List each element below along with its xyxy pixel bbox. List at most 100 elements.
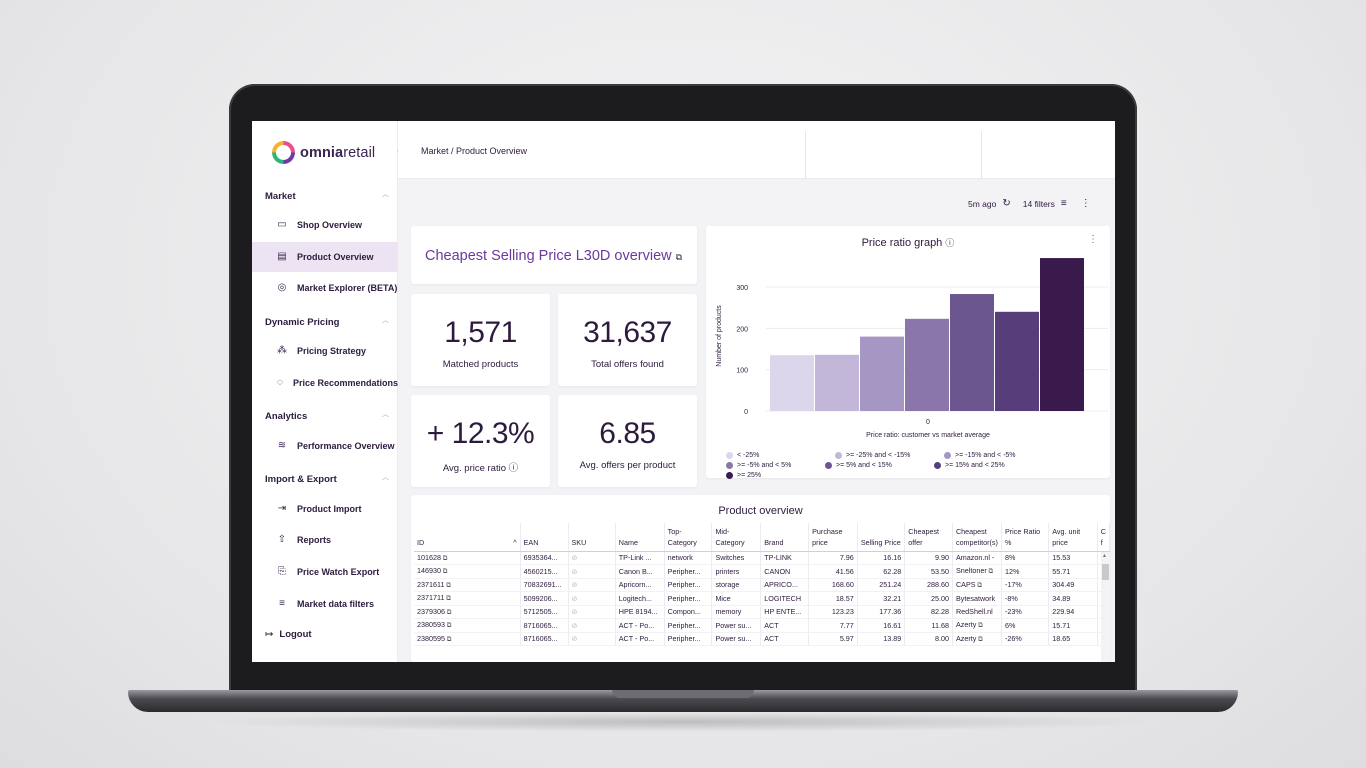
table-row[interactable]: 146930 ⧉ 4560215... ⊘ Canon B... Peripher...…: [414, 564, 1110, 579]
chart-bar[interactable]: [950, 294, 994, 411]
external-link-icon[interactable]: ⧉: [675, 252, 683, 262]
column-header-label: EAN: [523, 537, 539, 547]
cell-value: Compon...: [667, 607, 701, 617]
logout-label: Logout: [279, 629, 312, 640]
column-header[interactable]: Purchase price: [808, 523, 858, 552]
chart-bar[interactable]: [1040, 258, 1084, 411]
legend-item[interactable]: >= 5% and < 15%: [825, 462, 920, 469]
external-link-icon[interactable]: ⧉: [440, 554, 448, 562]
chart-bar[interactable]: [770, 355, 814, 411]
external-link-icon[interactable]: ⧉: [976, 622, 983, 630]
legend-item[interactable]: >= -15% and < -5%: [944, 452, 1039, 459]
logout-button[interactable]: ↦ Logout: [265, 629, 312, 640]
filters-count[interactable]: 14 filters: [1022, 198, 1055, 209]
chevron-up-icon[interactable]: ︿: [382, 191, 389, 198]
more-menu-icon[interactable]: ⋮: [1088, 234, 1098, 245]
chart-bar[interactable]: [905, 318, 949, 411]
table-cell: network: [664, 551, 713, 565]
column-header[interactable]: Mid-Category: [711, 523, 762, 552]
table-row[interactable]: 2371711 ⧉ 5099206... ⊘ Logitech... Peripher.…: [414, 591, 1110, 606]
column-header[interactable]: EAN: [520, 523, 569, 552]
column-header[interactable]: Brand: [760, 523, 810, 552]
column-header[interactable]: C f: [1097, 523, 1110, 552]
legend-item[interactable]: >= -5% and < 5%: [726, 462, 811, 469]
sidebar-item-price-recommendations[interactable]: ◌ Price Recommendations: [252, 368, 398, 398]
table-cell: 2380595 ⧉: [414, 632, 521, 646]
external-link-icon[interactable]: ⧉: [444, 581, 451, 589]
table-cell: 8716065...: [520, 618, 569, 633]
table-cell: Azerty ⧉: [952, 632, 1002, 646]
section-market[interactable]: Market: [265, 191, 296, 202]
sidebar-item-product-overview[interactable]: ▤ Product Overview: [252, 242, 398, 272]
cell-value: network: [667, 553, 693, 563]
sidebar-item-performance-overview[interactable]: ≋ Performance Overview: [252, 431, 398, 461]
cell-value: ACT - Po...: [618, 634, 655, 644]
sidebar-item-shop-overview[interactable]: ▭ Shop Overview: [252, 210, 398, 240]
x-axis-label: Price ratio: customer vs market average: [866, 432, 990, 439]
external-link-icon[interactable]: ⧉: [975, 581, 982, 589]
legend-item[interactable]: >= -25% and < -15%: [835, 452, 930, 459]
table-cell: 13.89: [857, 632, 906, 646]
column-header[interactable]: Avg. unit price: [1048, 523, 1098, 552]
section-dynamic-pricing[interactable]: Dynamic Pricing: [265, 317, 340, 328]
table-scrollbar[interactable]: ▴: [1101, 552, 1110, 662]
external-link-icon[interactable]: ⧉: [444, 608, 452, 616]
cell-value: 15.53: [1052, 553, 1071, 563]
chevron-up-icon[interactable]: ︿: [382, 317, 389, 324]
external-link-icon[interactable]: ⧉: [444, 595, 451, 603]
sidebar-item-pricing-strategy[interactable]: ⁂ Pricing Strategy: [252, 336, 398, 366]
table-cell: 12%: [1001, 564, 1050, 579]
table-row[interactable]: 2379306 ⧉ 5712505... ⊘ HPE 8194... Compon...…: [414, 605, 1110, 619]
column-header[interactable]: Cheapest offer: [904, 523, 953, 552]
external-link-icon[interactable]: ⧉: [976, 635, 983, 643]
cell-value: 41.56: [835, 566, 854, 576]
column-header[interactable]: Price Ratio %: [1001, 523, 1050, 552]
legend-item[interactable]: >= 25%: [726, 472, 786, 479]
column-header[interactable]: SKU: [568, 523, 616, 552]
column-header-label: Purchase price: [812, 526, 843, 547]
table-cell: 25.00: [904, 591, 953, 606]
chart-bar[interactable]: [995, 311, 1039, 411]
external-link-icon[interactable]: ⧉: [986, 568, 994, 576]
table-row[interactable]: 2371611 ⧉ 70832691... ⊘ Apricorn... Peripher…: [414, 578, 1110, 592]
table-row[interactable]: 2380593 ⧉ 8716065... ⊘ ACT - Po... Peripher.…: [414, 618, 1110, 633]
column-header[interactable]: Selling Price: [857, 523, 906, 552]
column-header[interactable]: Name: [615, 523, 665, 552]
cell-value: Power su...: [715, 634, 752, 644]
filter-icon[interactable]: ≡: [1060, 198, 1067, 209]
column-header[interactable]: ID ^: [414, 523, 521, 552]
section-import-export[interactable]: Import & Export: [265, 474, 337, 485]
table-row[interactable]: 2380595 ⧉ 8716065... ⊘ ACT - Po... Peripher.…: [414, 632, 1110, 646]
info-icon[interactable]: ⓘ: [945, 238, 955, 248]
info-icon[interactable]: ⓘ: [508, 463, 519, 474]
sort-ascending-icon[interactable]: ^: [513, 537, 517, 547]
scroll-thumb[interactable]: [1102, 564, 1109, 580]
table-row[interactable]: 101628 ⧉ 6935364... ⊘ TP-Link ... network Swi…: [414, 551, 1110, 565]
refresh-icon[interactable]: ↻: [1002, 198, 1011, 209]
logo[interactable]: omniaretail: [272, 141, 375, 164]
column-header[interactable]: Cheapest competitor(s): [952, 523, 1002, 552]
external-link-icon[interactable]: ⧉: [444, 622, 452, 630]
sidebar-item-market-explorer[interactable]: ◎ Market Explorer (BETA): [252, 273, 398, 303]
legend-item[interactable]: < -25%: [726, 452, 821, 459]
column-header[interactable]: Top-Category: [664, 523, 713, 552]
cell-value: 9.90: [934, 553, 949, 563]
sidebar-item-reports[interactable]: ⇧ Reports: [252, 525, 398, 555]
sidebar-item-price-watch-export[interactable]: ⎘ Price Watch Export: [252, 557, 398, 587]
legend-swatch: [726, 462, 733, 469]
chart-bar[interactable]: [815, 354, 859, 411]
sidebar-item-market-data-filters[interactable]: ≡ Market data filters: [252, 589, 398, 619]
table-cell: Bytesatwork: [952, 591, 1002, 606]
chevron-up-icon[interactable]: ︿: [382, 411, 389, 418]
chevron-up-icon[interactable]: ︿: [382, 474, 389, 481]
more-menu-icon[interactable]: ⋮: [1080, 198, 1091, 209]
sidebar-item-product-import[interactable]: ⇥ Product Import: [252, 494, 398, 524]
cell-value: -8%: [1004, 593, 1018, 603]
overview-title[interactable]: Cheapest Selling Price L30D overview ⧉: [425, 248, 683, 264]
scroll-up-icon[interactable]: ▴: [1103, 553, 1107, 559]
external-link-icon[interactable]: ⧉: [444, 635, 452, 643]
section-analytics[interactable]: Analytics: [265, 411, 308, 422]
external-link-icon[interactable]: ⧉: [440, 568, 448, 576]
chart-bar[interactable]: [860, 336, 904, 411]
legend-item[interactable]: >= 15% and < 25%: [934, 462, 1029, 469]
